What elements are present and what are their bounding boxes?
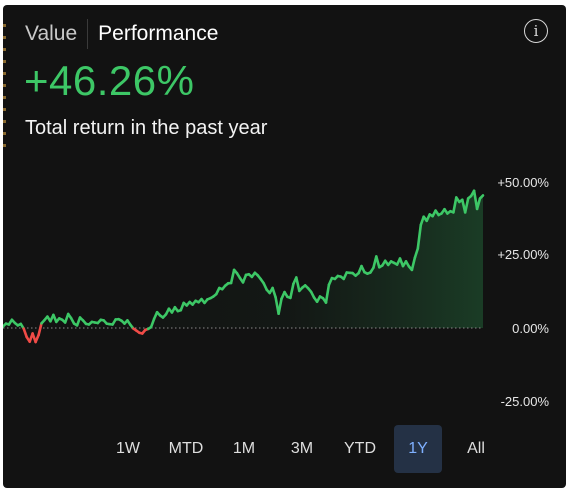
range-3m-button[interactable]: 3M [290,440,314,457]
line-segment-positive [452,196,458,214]
line-segment-positive [374,255,381,269]
line-segment-negative [37,321,43,337]
range-1y-button[interactable]: 1Y [394,425,442,473]
total-return-caption: Total return in the past year [25,117,268,139]
tab-divider [87,19,89,49]
line-segment-positive [324,283,331,304]
line-segment-positive [475,197,482,211]
total-return-value: +46.26% [24,57,195,104]
range-ytd-button[interactable]: YTD [344,440,376,457]
line-segment-positive [149,317,156,329]
range-1w-button[interactable]: 1W [116,440,140,457]
range-mtd-button[interactable]: MTD [168,440,204,457]
line-segment-positive [271,286,277,299]
range-selector: 1W MTD 1M 3M YTD 1Y All [99,425,505,473]
line-segment-positive [289,282,295,300]
line-segment-positive [241,273,248,284]
line-segment-positive [229,268,236,285]
line-segment-positive [294,276,301,293]
performance-chart [3,189,485,344]
line-segment-positive [413,247,420,259]
area-fill [3,190,483,328]
line-segment-positive [416,223,423,250]
y-tick-label: +50.00% [497,175,549,190]
line-segment-positive [410,256,417,272]
info-icon[interactable]: i [524,19,548,43]
view-tabs: Value Performance [25,19,228,49]
line-segment-positive [478,194,485,200]
performance-card: Value Performance i +46.26% Total return… [3,5,566,488]
line-segment-positive [277,297,283,316]
edge-artifact [3,15,7,225]
range-all-button[interactable]: All [467,440,485,457]
line-segment-positive [463,197,470,214]
y-tick-label: +25.00% [497,247,549,262]
tab-performance[interactable]: Performance [98,22,219,45]
line-segment-negative [22,327,29,339]
tab-value[interactable]: Value [25,22,78,45]
y-tick-label: 0.00% [512,321,549,336]
range-1m-button[interactable]: 1M [232,440,256,457]
y-tick-label: -25.00% [500,394,549,409]
